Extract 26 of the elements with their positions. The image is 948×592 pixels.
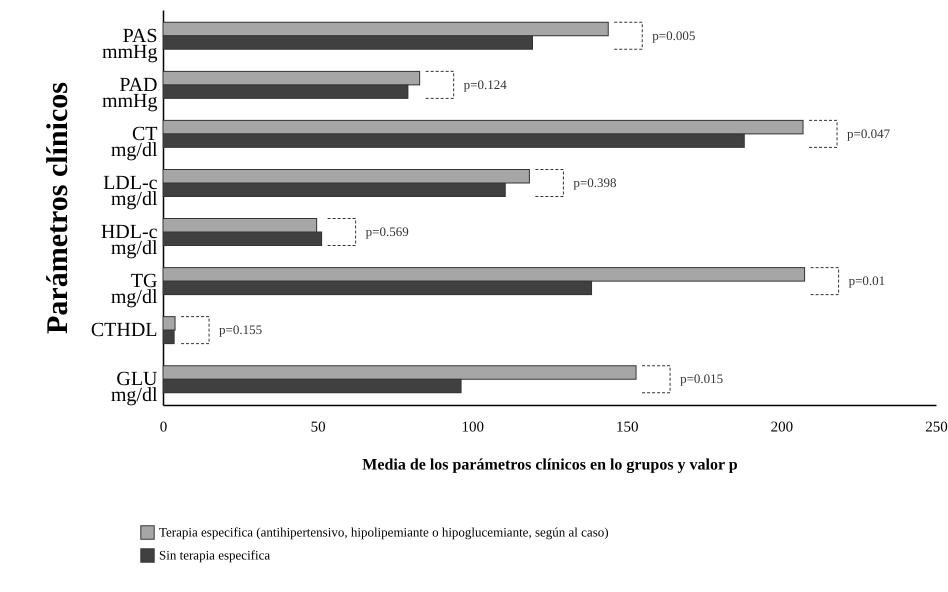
y-tick-label: HDL-c mg/dl <box>100 221 158 260</box>
annotation: p=0.155 <box>219 322 262 338</box>
x-axis-title: Media de los parámetros clínicos en lo grupos y valor p <box>362 456 738 474</box>
y-tick-label: CT mg/dl <box>110 122 158 161</box>
annotation: p=0.047 <box>847 126 891 141</box>
y-tick-label: GLU mg/dl <box>110 368 158 406</box>
x-tick-label: 250 <box>925 420 948 436</box>
y-tick-label: PAS mmHg <box>102 24 158 63</box>
x-tick-label: 150 <box>616 420 639 436</box>
annotation: p=0.398 <box>573 174 616 190</box>
legend-label: Terapia especifica (antihipertensivo, hipolipemiante o hipoglucemiante, según al caso) <box>159 524 609 540</box>
x-tick-label: 100 <box>461 420 484 436</box>
y-tick-label: TG mg/dl <box>110 270 158 308</box>
annotation: p=0.005 <box>652 28 696 43</box>
x-tick-label: 0 <box>160 420 168 436</box>
annotation: p=0.124 <box>464 76 508 92</box>
y-tick-label: CTHDL <box>90 319 158 342</box>
y-tick-label: PAD mmHg <box>102 74 158 112</box>
x-tick-label: 50 <box>310 420 326 436</box>
legend-label: Sin terapia especifica <box>159 548 270 562</box>
annotation: p=0.569 <box>366 224 409 240</box>
x-tick-label: 200 <box>770 420 794 436</box>
y-tick-label: LDL-c mg/dl <box>103 172 158 210</box>
annotation: p=0.01 <box>848 273 886 288</box>
y-axis-title: Parámetros clínicos <box>40 82 74 334</box>
annotation: p=0.015 <box>680 371 724 386</box>
